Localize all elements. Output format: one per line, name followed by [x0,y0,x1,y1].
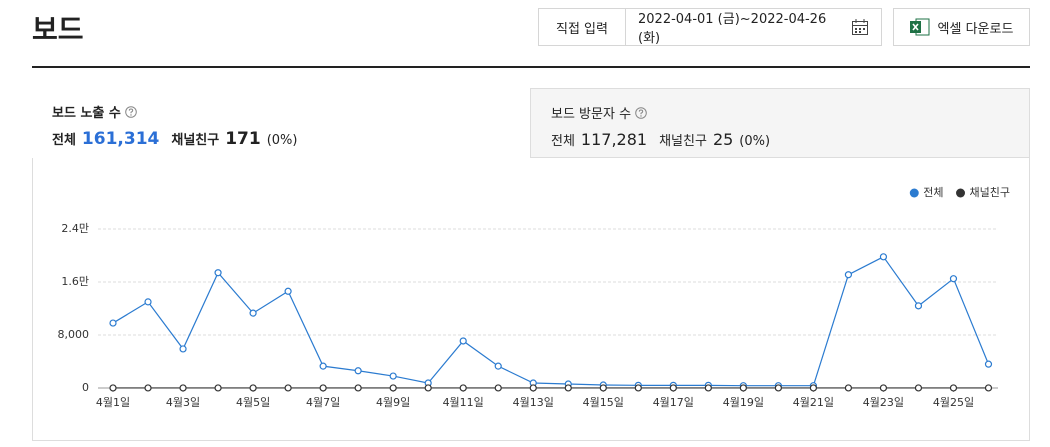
data-point [984,384,993,392]
x-tick-label: 4월23일 [863,395,904,409]
x-tick-label: 4월25일 [933,395,974,409]
data-point [144,384,152,392]
legend-swatch [956,188,966,198]
data-point [424,384,432,392]
data-point [389,372,397,380]
help-icon[interactable] [125,105,137,118]
header-divider [32,66,1030,68]
x-tick-label: 4월9일 [376,395,410,409]
tab-label: 보드 방문자 수 [551,107,632,122]
data-point [319,362,327,370]
data-point [214,269,222,277]
data-point [564,384,572,392]
data-point [494,384,502,392]
data-point [914,384,923,392]
calendar-icon [852,19,869,35]
friend-value: 25 [712,130,734,149]
data-point [809,384,817,392]
page-title: 보드 [32,13,84,46]
x-tick-label: 4월13일 [513,395,554,409]
date-range: 2022-04-01 (금)~2022-04-26 (화) [638,12,827,46]
total-value: 117,281 [580,130,648,149]
data-point [494,362,502,370]
data-point [389,384,397,392]
data-point [704,384,712,392]
data-point [774,384,782,392]
data-point [599,384,607,392]
y-tick-label: 1.6만 [61,275,89,288]
data-point [109,384,117,392]
data-point [109,319,117,327]
friend-pct: (0%) [739,134,771,149]
data-point [319,384,327,392]
tab-header: 보드 방문자 수 [551,103,1009,122]
data-point [144,298,152,306]
friend-value: 171 [225,129,261,149]
data-point [354,367,362,375]
date-mode-button[interactable]: 직접 입력 [538,8,626,46]
x-tick-label: 4월21일 [793,395,834,409]
data-point [914,302,923,310]
date-range-picker[interactable]: 2022-04-01 (금)~2022-04-26 (화) [625,8,882,46]
data-point [739,384,747,392]
friend-label: 채널친구 [171,133,220,148]
data-point [844,271,853,279]
x-tick-label: 4월3일 [166,395,200,409]
excel-icon [909,18,930,36]
data-point [949,384,958,392]
data-point [284,384,292,392]
data-point [214,384,222,392]
tab-stats: 전체 161,314 채널친구 171 (0%) [52,129,510,149]
x-tick-label: 4월1일 [96,395,130,409]
data-point [459,384,467,392]
legend-label: 채널친구 [970,186,1010,199]
x-tick-label: 4월7일 [306,395,340,409]
data-point [179,345,187,353]
data-point [879,253,888,261]
legend-swatch [909,188,919,198]
x-tick-label: 4월11일 [443,395,484,409]
data-point [249,309,257,317]
data-point [984,360,993,368]
data-point [844,384,853,392]
data-point [459,337,467,345]
data-point [179,384,187,392]
x-tick-label: 4월17일 [653,395,694,409]
data-point [669,384,677,392]
tab-stats: 전체 117,281 채널친구 25 (0%) [551,130,1009,149]
total-label: 전체 [551,134,575,149]
data-point [529,384,537,392]
total-label: 전체 [52,133,76,148]
y-tick-label: 0 [82,381,89,394]
y-tick-label: 8,000 [58,328,90,341]
friend-label: 채널친구 [659,134,707,149]
excel-download-button[interactable]: 엑셀 다운로드 [893,8,1030,46]
data-point [879,384,888,392]
legend-label: 전체 [923,186,943,199]
tab-header: 보드 노출 수 [52,102,510,121]
data-point [634,384,642,392]
help-icon[interactable] [635,106,647,119]
total-value: 161,314 [81,129,160,149]
data-point [249,384,257,392]
data-point [354,384,362,392]
excel-button-label: 엑셀 다운로드 [937,21,1014,37]
series-line [112,256,990,387]
friend-pct: (0%) [266,133,298,148]
data-point [284,287,292,295]
y-tick-label: 2.4만 [61,222,89,235]
data-point [949,275,958,283]
x-tick-label: 4월15일 [583,395,624,409]
x-tick-label: 4월19일 [723,395,764,409]
tab-label: 보드 노출 수 [52,106,121,121]
x-tick-label: 4월5일 [236,395,270,409]
